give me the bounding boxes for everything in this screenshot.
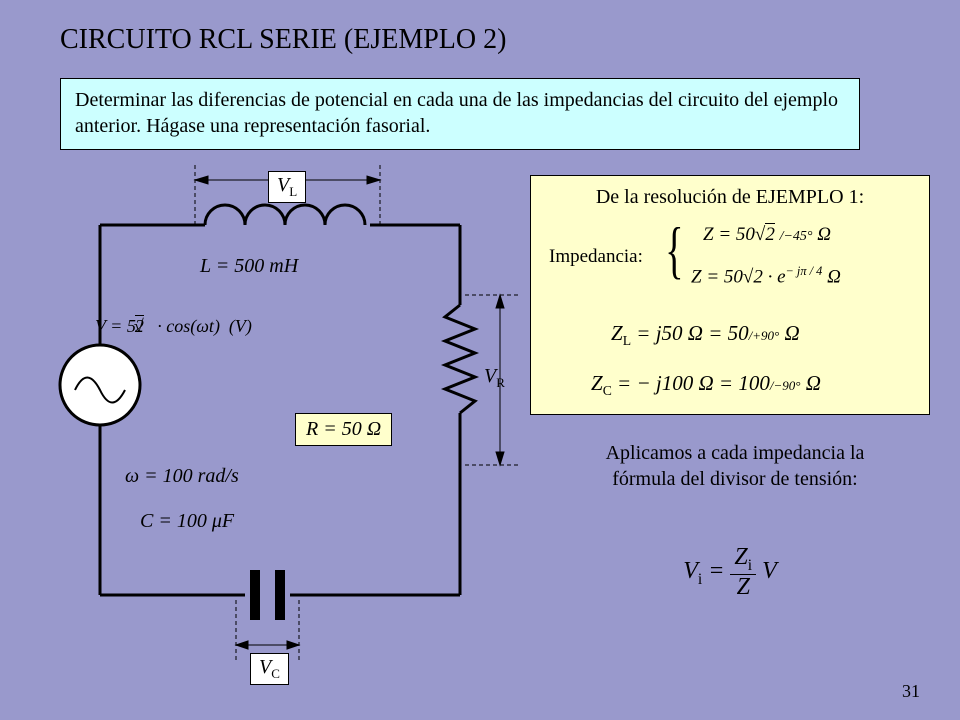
label-source: V = 52√ · cos(ωt) (V) — [95, 315, 252, 337]
below-text: Aplicamos a cada impedancia la fórmula d… — [590, 440, 880, 492]
label-omega: ω = 100 rad/s — [125, 465, 239, 488]
voltage-divider-formula: Vi = Zi Z V — [620, 545, 840, 600]
problem-statement: Determinar las diferencias de potencial … — [60, 78, 860, 150]
label-vc: VC — [250, 653, 289, 685]
zl-line: ZL = j50 Ω = 50/+90° Ω — [611, 321, 800, 349]
z-exp: Z = 50√2 · e− jπ / 4 Ω — [691, 264, 841, 288]
impedance-label: Impedancia: — [549, 246, 643, 268]
page-title: CIRCUITO RCL SERIE (EJEMPLO 2) — [60, 24, 506, 56]
page-number: 31 — [902, 681, 920, 702]
label-l: L = 500 mH — [200, 255, 298, 278]
z-polar: Z = 50√2 /−45° Ω — [703, 224, 831, 246]
label-vr: VR — [484, 365, 505, 391]
circuit-diagram: VL VR VC L = 500 mH V = 52√ · cos(ωt) (V… — [40, 165, 520, 705]
solution-header: De la resolución de EJEMPLO 1: — [531, 186, 929, 209]
solution-box: De la resolución de EJEMPLO 1: Impedanci… — [530, 175, 930, 415]
label-r: R = 50 Ω — [295, 413, 392, 446]
label-vl: VL — [268, 171, 306, 203]
label-c: C = 100 μF — [140, 510, 234, 533]
zc-line: ZC = − j100 Ω = 100/−90° Ω — [591, 371, 821, 399]
